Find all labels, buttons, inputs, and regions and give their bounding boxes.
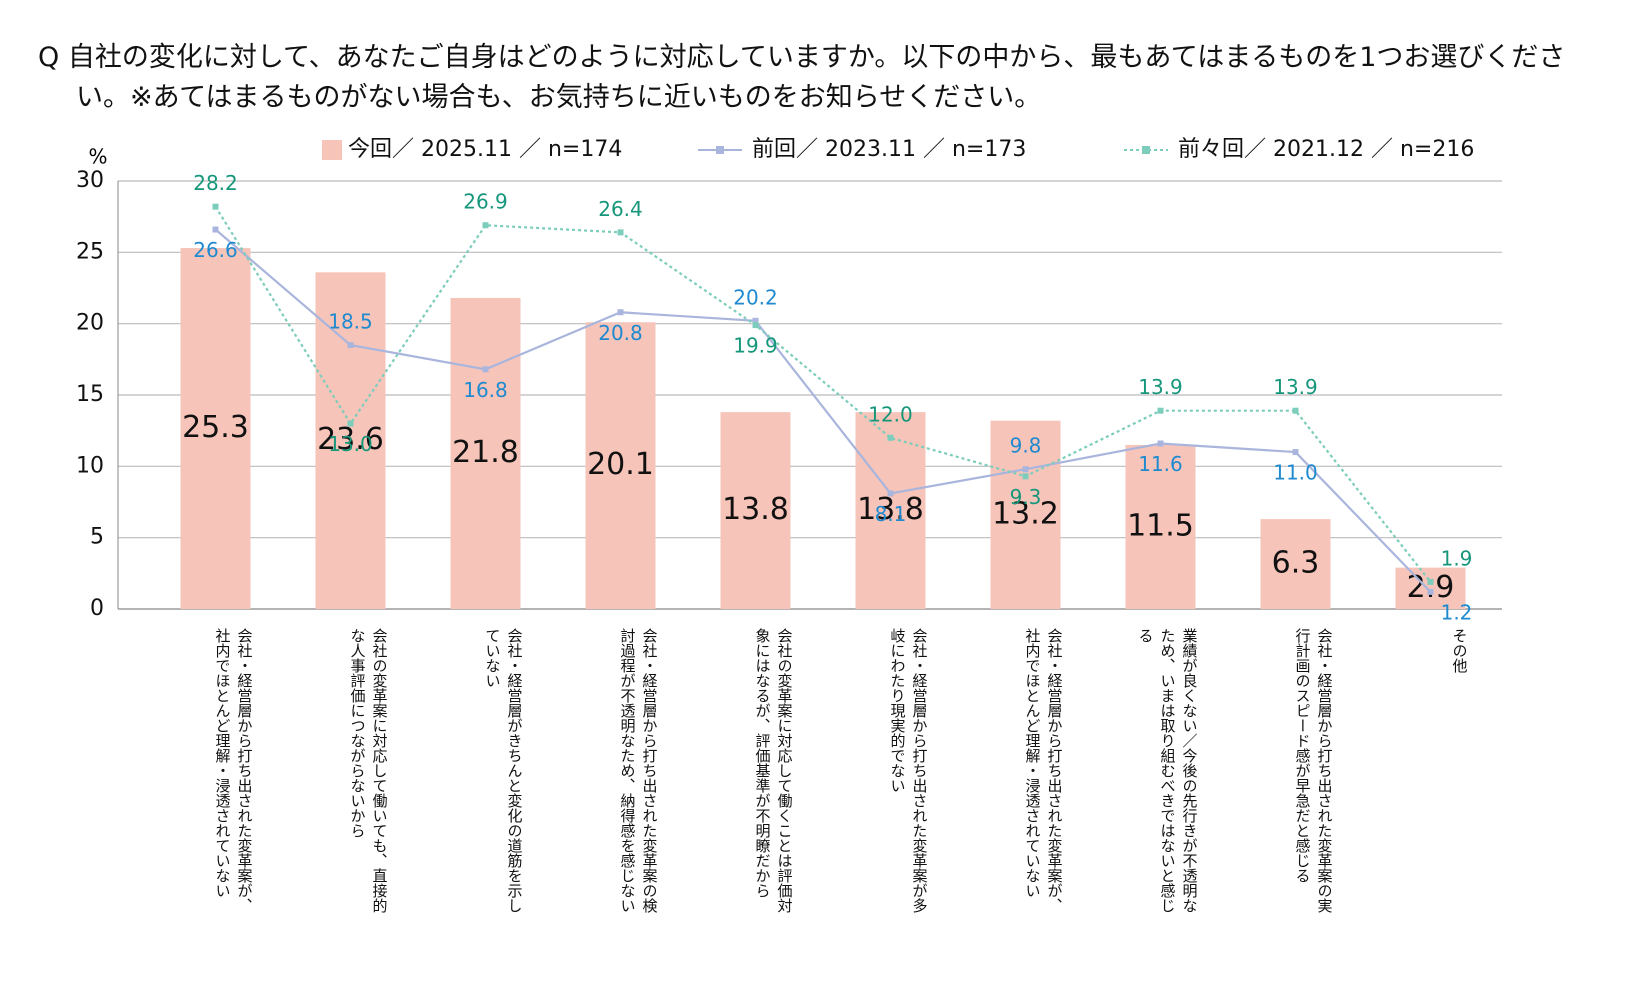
legend-marker	[716, 146, 724, 154]
line-value-label: 26.6	[193, 238, 238, 262]
y-tick-label: 20	[76, 311, 104, 336]
y-tick-label: 30	[76, 168, 104, 193]
marker	[1427, 588, 1434, 595]
marker	[617, 309, 624, 316]
line-value-label: 9.8	[1010, 434, 1042, 458]
bar	[1395, 567, 1466, 609]
line-value-label: 8.1	[875, 502, 907, 526]
marker	[212, 203, 219, 210]
bar-value-label: 6.3	[1272, 546, 1320, 581]
x-tick-label: 会社・経営層がきちんと変化の道筋を示していない	[483, 628, 524, 913]
bar	[315, 272, 386, 609]
marker	[1022, 466, 1029, 473]
line-value-label: 16.8	[463, 378, 508, 402]
legend-marker	[1142, 146, 1150, 154]
line-value-label: 1.9	[1441, 546, 1473, 570]
marker	[482, 222, 489, 229]
legend-label: 前々回／ 2021.12 ／ n=216	[1178, 137, 1474, 162]
x-tick-label: 会社の変革案に対応して働いても、直接的な人事評価につながらないから	[348, 628, 389, 913]
x-tick-label: 会社・経営層から打ち出された変革案の検討過程が不透明なため、納得感を感じない	[618, 628, 659, 913]
bar	[990, 420, 1061, 609]
y-tick-label: 0	[90, 596, 104, 621]
marker	[1292, 407, 1299, 414]
x-tick-label: 会社・経営層から打ち出された変革案が多岐にわたり現実的でない	[888, 628, 929, 913]
marker	[1157, 407, 1164, 414]
marker	[752, 322, 759, 329]
marker	[1427, 578, 1434, 585]
line-value-label: 11.0	[1273, 461, 1318, 485]
x-tick-label: その他	[1450, 628, 1469, 673]
marker	[1022, 473, 1029, 480]
line-value-label: 13.9	[1138, 375, 1183, 399]
line-value-label: 26.9	[463, 190, 508, 214]
bar-value-label: 20.1	[587, 447, 654, 482]
line-value-label: 1.2	[1441, 600, 1473, 624]
x-tick-label: 会社・経営層から打ち出された変革案の実行計画のスピード感が早急だと感じる	[1293, 628, 1334, 913]
bar-value-label: 23.6	[317, 422, 384, 457]
y-tick-label: 15	[76, 382, 104, 407]
marker	[347, 342, 354, 349]
y-tick-label: 5	[90, 525, 104, 550]
line-value-label: 18.5	[328, 310, 373, 334]
marker	[887, 490, 894, 497]
marker	[752, 317, 759, 324]
x-tick-label: 業績が良くない／今後の先行きが不透明なため、いまは取り組むべきではないと感じる	[1136, 628, 1199, 913]
bar-value-label: 21.8	[452, 435, 519, 470]
line-value-label: 26.4	[598, 197, 643, 221]
line-value-label: 20.2	[733, 285, 778, 309]
line-value-label: 13.9	[1273, 375, 1318, 399]
line	[214, 228, 1432, 593]
y-tick-label: 10	[76, 453, 104, 478]
x-tick-label: 会社の変革案に対応して働くことは評価対象にはなるが、評価基準が不明瞭だから	[753, 628, 794, 913]
marker	[887, 434, 894, 441]
bar-value-label: 11.5	[1127, 508, 1194, 543]
bar-value-label: 25.3	[182, 410, 249, 445]
bar	[1260, 519, 1331, 609]
marker	[482, 366, 489, 373]
bar	[1125, 444, 1196, 609]
legend-swatch	[322, 140, 342, 160]
bar-value-label: 13.8	[722, 492, 789, 527]
line-value-label: 12.0	[868, 402, 913, 426]
marker	[617, 229, 624, 236]
bar	[720, 412, 791, 609]
marker	[212, 226, 219, 233]
marker	[1292, 449, 1299, 456]
bar	[450, 297, 521, 609]
bar-value-label: 13.2	[992, 496, 1059, 531]
bar	[855, 412, 926, 609]
line-value-label: 20.8	[598, 321, 643, 345]
bar	[585, 322, 656, 609]
line-value-label: 9.3	[1010, 485, 1042, 509]
marker	[347, 420, 354, 427]
line-value-label: 11.6	[1138, 452, 1183, 476]
line-value-label: 13.0	[328, 432, 373, 456]
x-tick-label: 会社・経営層から打ち出された変革案が、社内でほとんど理解・浸透されていない	[1023, 628, 1064, 913]
bar-value-label: 13.8	[857, 492, 924, 527]
legend-label: 前回／ 2023.11 ／ n=173	[752, 137, 1026, 162]
x-tick-label: 会社・経営層から打ち出された変革案が、社内でほとんど理解・浸透されていない	[213, 628, 254, 913]
line	[214, 206, 1432, 583]
chart-title: Q 自社の変化に対して、あなたご自身はどのように対応していますか。以下の中から、…	[38, 42, 1566, 113]
y-tick-label: 25	[76, 239, 104, 264]
line-value-label: 19.9	[733, 334, 778, 358]
line-value-label: 28.2	[193, 171, 238, 195]
bar	[180, 248, 251, 609]
marker	[1157, 440, 1164, 447]
legend-label: 今回／ 2025.11 ／ n=174	[348, 137, 622, 162]
y-unit: %	[88, 145, 107, 169]
